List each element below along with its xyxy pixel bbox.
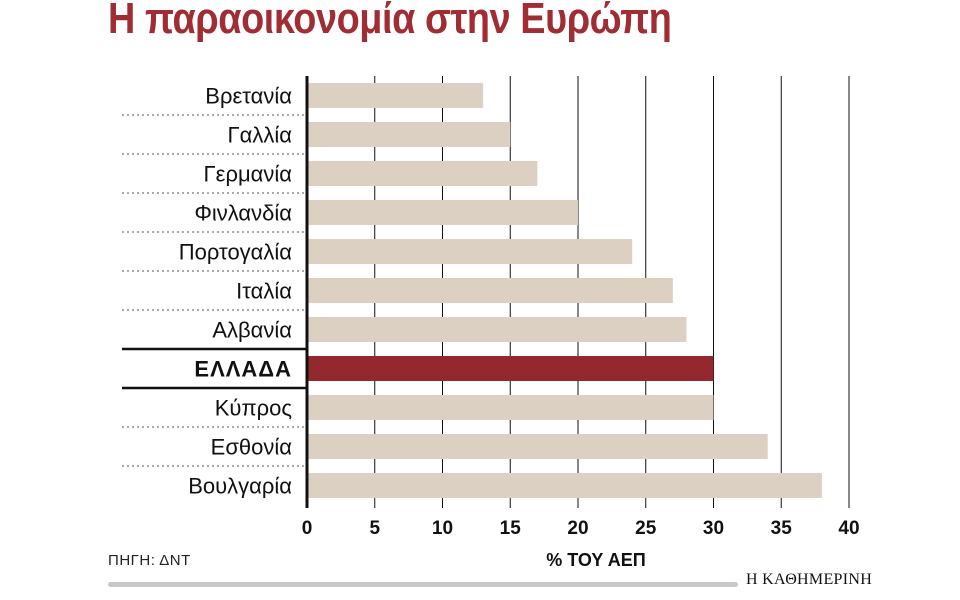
bar [307, 434, 768, 459]
x-tick-label: 40 [838, 518, 859, 539]
category-label: Εσθονία [211, 435, 293, 460]
bar [307, 317, 687, 342]
bar [307, 395, 714, 420]
publisher-logo: Η ΚΑΘΗΜΕΡΙΝΗ [746, 571, 873, 588]
bar [307, 122, 511, 147]
category-label: Αλβανία [212, 318, 292, 343]
x-tick-label: 0 [302, 518, 313, 539]
category-label: Κύπρος [215, 396, 292, 421]
x-tick-label: 5 [369, 518, 380, 539]
bar [307, 356, 714, 381]
bar [307, 239, 633, 264]
category-label: Γερμανία [204, 162, 293, 187]
x-tick-label: 10 [432, 518, 453, 539]
category-label: Ιταλία [236, 279, 292, 304]
category-label: ΕΛΛΑΔΑ [194, 357, 292, 382]
category-label: Βρετανία [205, 84, 292, 109]
category-label: Βουλγαρία [188, 474, 292, 499]
bar [307, 473, 822, 498]
category-label: Φινλανδία [194, 201, 292, 226]
x-tick-label: 20 [567, 518, 588, 539]
x-tick-label: 30 [703, 518, 724, 539]
bar [307, 200, 578, 225]
source-note: ΠΗΓΗ: ΔΝΤ [108, 552, 191, 569]
footer-rule [108, 582, 738, 587]
x-tick-label: 25 [635, 518, 657, 539]
bar [307, 278, 673, 303]
category-label: Γαλλία [228, 123, 293, 148]
category-label: Πορτογαλία [179, 240, 293, 265]
x-axis-label: % ΤΟΥ ΑΕΠ [546, 550, 646, 570]
bar [307, 83, 484, 108]
x-tick-label: 35 [771, 518, 793, 539]
chart-title: Η παραοικονομία στην Ευρώπη [108, 0, 672, 43]
bar [307, 161, 538, 186]
x-tick-label: 15 [500, 518, 522, 539]
